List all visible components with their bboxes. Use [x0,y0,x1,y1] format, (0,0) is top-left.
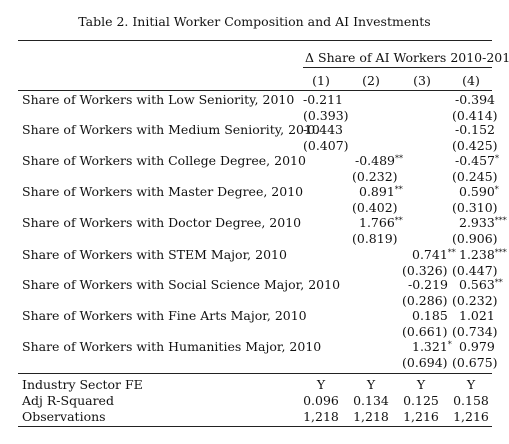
coefficient-cell: 0.741** [412,247,456,262]
standard-error-cell: (0.819) [352,231,398,246]
significance-stars: * [495,154,500,163]
coefficient-cell: 1.321* [412,339,452,354]
footer-value: Y [416,377,426,392]
header-underline [303,67,492,68]
coefficient-cell: -0.152 [455,122,495,137]
coefficient-value: 1.766 [359,215,395,230]
coefficient-value: 0.590 [459,184,495,199]
row-label: Share of Workers with Humanities Major, … [22,339,322,354]
significance-stars: *** [494,216,507,225]
footer-top-rule [18,373,492,374]
standard-error-cell: (0.245) [452,169,498,184]
coefficient-value: 2.933 [459,215,495,230]
row-label: Share of Workers with STEM Major, 2010 [22,247,287,262]
footer-value: 1,218 [353,409,389,424]
standard-error-cell: (0.407) [303,138,349,153]
footer-value: 0.134 [353,393,389,408]
significance-stars: * [494,185,499,194]
standard-error-cell: (0.286) [402,293,448,308]
standard-error-cell: (0.310) [452,200,498,215]
standard-error-cell: (0.326) [402,263,448,278]
significance-stars: * [447,340,452,349]
coefficient-value: 1.238 [459,247,495,262]
column-header-3: (3) [413,73,431,88]
standard-error-cell: (0.906) [452,231,498,246]
standard-error-cell: (0.675) [452,355,498,370]
footer-label: Industry Sector FE [22,377,143,392]
column-header-1: (1) [312,73,330,88]
row-label: Share of Workers with Social Science Maj… [22,277,341,292]
coefficient-value: -0.219 [408,277,449,292]
coefficient-value: 0.891 [359,184,395,199]
standard-error-cell: (0.425) [452,138,498,153]
coefficient-cell: 0.979 [459,339,495,354]
footer-label: Adj R-Squared [22,393,114,408]
coefficient-cell: -0.211 [303,92,343,107]
significance-stars: ** [394,185,403,194]
bottom-rule [18,426,492,427]
coefficient-cell: -0.443 [303,122,343,137]
coefficient-cell: 0.563** [459,277,503,292]
standard-error-cell: (0.414) [452,108,498,123]
standard-error-cell: (0.661) [402,324,448,339]
column-header-2: (2) [362,73,380,88]
coefficient-value: -0.211 [303,92,344,107]
footer-value: 1,216 [403,409,439,424]
standard-error-cell: (0.232) [352,169,398,184]
significance-stars: ** [494,278,503,287]
footer-value: 1,216 [453,409,489,424]
header-bottom-rule [18,90,492,91]
footer-value: 0.096 [303,393,339,408]
row-label: Share of Workers with Doctor Degree, 201… [22,215,302,230]
coefficient-cell: 0.590* [459,184,499,199]
coefficient-cell: -0.394 [455,92,495,107]
standard-error-cell: (0.393) [303,108,349,123]
coefficient-value: 1.021 [459,308,495,323]
coefficient-value: 0.979 [459,339,495,354]
standard-error-cell: (0.232) [452,293,498,308]
coefficient-cell: -0.219 [408,277,448,292]
footer-label: Observations [22,409,106,424]
footer-value: 1,218 [303,409,339,424]
coefficient-cell: 2.933*** [459,215,507,230]
coefficient-cell: -0.457* [455,153,499,168]
row-label: Share of Workers with Medium Seniority, … [22,122,320,137]
significance-stars: *** [494,248,507,257]
coefficient-cell: 0.185 [412,308,448,323]
coefficient-value: 0.563 [459,277,495,292]
coefficient-value: -0.457 [455,153,496,168]
standard-error-cell: (0.694) [402,355,448,370]
coefficient-value: 1.321 [412,339,448,354]
coefficient-value: 0.185 [412,308,448,323]
row-label: Share of Workers with Master Degree, 201… [22,184,304,199]
row-label: Share of Workers with Fine Arts Major, 2… [22,308,307,323]
footer-value: Y [316,377,326,392]
dependent-variable-header: Δ Share of AI Workers 2010-2018 [305,50,509,65]
coefficient-cell: 1.766** [359,215,403,230]
footer-value: Y [466,377,476,392]
significance-stars: ** [395,154,404,163]
standard-error-cell: (0.402) [352,200,398,215]
coefficient-cell: 0.891** [359,184,403,199]
row-label: Share of Workers with College Degree, 20… [22,153,306,168]
footer-value: 0.125 [403,393,439,408]
standard-error-cell: (0.734) [452,324,498,339]
standard-error-cell: (0.447) [452,263,498,278]
row-label: Share of Workers with Low Seniority, 201… [22,92,295,107]
top-rule [18,40,492,41]
coefficient-value: -0.394 [455,92,496,107]
significance-stars: ** [447,248,456,257]
footer-value: Y [366,377,376,392]
coefficient-value: -0.489 [355,153,396,168]
significance-stars: ** [394,216,403,225]
footer-value: 0.158 [453,393,489,408]
coefficient-value: -0.443 [303,122,344,137]
coefficient-cell: -0.489** [355,153,403,168]
table-title: Table 2. Initial Worker Composition and … [78,14,431,29]
coefficient-value: 0.741 [412,247,448,262]
coefficient-cell: 1.021 [459,308,495,323]
coefficient-cell: 1.238*** [459,247,507,262]
column-header-4: (4) [462,73,480,88]
coefficient-value: -0.152 [455,122,496,137]
